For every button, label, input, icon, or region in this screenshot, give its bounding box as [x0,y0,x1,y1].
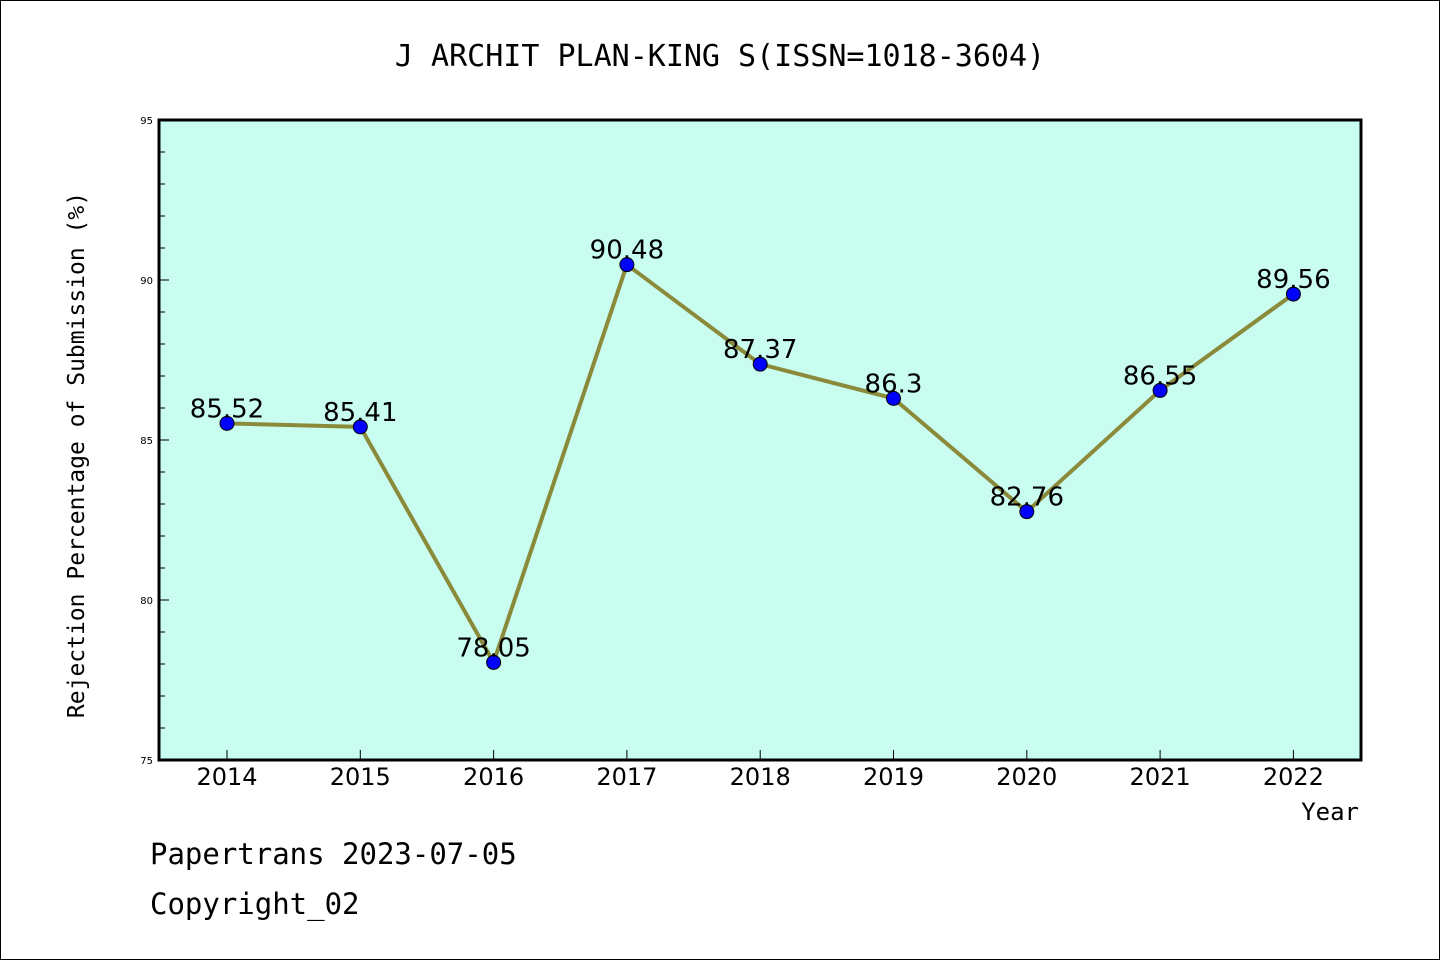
data-labels: 85.52 85.41 78.05 90.48 87.37 86.3 82.76 86.55 8… [190,236,1331,664]
x-tick-label: 2019 [863,763,924,791]
data-point-2014 [219,415,235,431]
data-point-2019 [886,390,901,406]
data-label-2018: 87.37 [723,335,797,365]
x-tick-label: 2017 [596,763,657,791]
data-label-2021: 86.55 [1123,361,1197,391]
y-tick-label: 75 [140,756,153,767]
x-tick-label: 2021 [1130,763,1191,791]
data-point-2018 [752,356,768,372]
x-tick-label: 2018 [730,763,791,791]
y-tick-label: 85 [140,436,153,447]
y-tick-label: 90 [140,276,153,287]
data-label-2022: 89.56 [1256,265,1330,295]
data-label-2015: 85.41 [323,398,397,428]
footer-date: Papertrans 2023-07-05 [150,837,517,871]
data-point-2017 [619,257,635,273]
x-tick-label: 2020 [996,763,1057,791]
data-label-2016: 78.05 [456,633,530,663]
x-tick-label: 2014 [196,763,257,791]
data-label-2020: 82.76 [990,483,1064,513]
data-point-2016 [486,654,502,670]
data-markers [219,257,1301,670]
chart-title: J ARCHIT PLAN-KING S(ISSN=1018-3604) [395,39,1045,74]
x-axis-label: Year [1301,798,1359,826]
footer-copyright: Copyright_02 [150,887,360,922]
data-point-2020 [1019,504,1035,520]
data-point-2022 [1285,286,1301,302]
y-axis-label: Rejection Percentage of Submission (%) [64,192,90,718]
data-label-2017: 90.48 [590,236,664,266]
plot-area [159,120,1361,760]
x-tick-label: 2015 [330,763,391,791]
y-tick-label: 80 [140,596,153,607]
plot-border [157,118,1363,762]
data-point-2021 [1152,382,1168,398]
x-tick-label: 2022 [1263,763,1324,791]
data-label-2014: 85.52 [190,394,264,424]
y-tick-label: 95 [140,116,153,127]
x-axis-ticks: 2014 2015 2016 2017 2018 2019 2020 2021 2022 [196,750,1324,791]
data-point-2015 [352,419,368,435]
x-tick-label: 2016 [463,763,524,791]
data-label-2019: 86.3 [865,369,923,399]
